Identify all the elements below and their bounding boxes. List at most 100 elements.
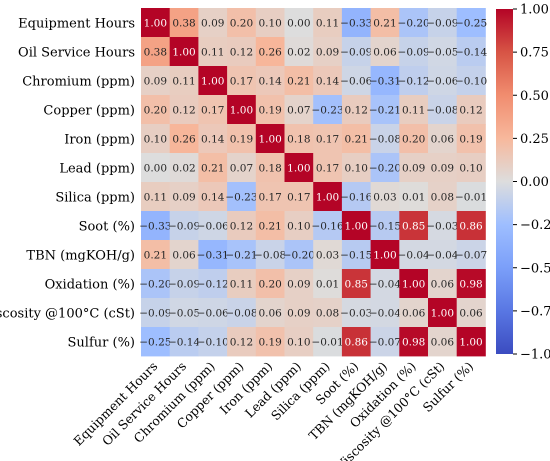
colorbar-tick-label: 0.75 — [520, 46, 549, 61]
heatmap-cell — [227, 211, 257, 241]
cell-value-label: −0.25 — [139, 337, 171, 349]
cell-value-label: 0.14 — [316, 76, 340, 88]
heatmap-cell — [255, 327, 285, 357]
y-tick-label: Soot (%) — [79, 220, 135, 235]
heatmap-cell — [313, 66, 343, 96]
heatmap-cell — [313, 327, 343, 357]
cell-value-label: 0.10 — [258, 18, 281, 30]
heatmap-cell — [341, 153, 371, 183]
heatmap-cell — [255, 240, 285, 270]
colorbar-tick-label: 0.25 — [520, 132, 549, 147]
heatmap-cell — [399, 327, 429, 357]
cell-value-label: −0.09 — [168, 279, 200, 291]
cell-value-label: 0.00 — [287, 18, 310, 30]
cell-value-label: −0.03 — [340, 308, 372, 320]
heatmap-cell — [313, 37, 343, 67]
y-tick-label: Viscosity @100°C (cSt) — [0, 307, 135, 322]
cell-value-label: −0.14 — [455, 47, 487, 59]
heatmap-cell — [169, 240, 199, 270]
cell-value-label: −0.20 — [139, 279, 171, 291]
heatmap-cell — [227, 37, 257, 67]
cell-value-label: −0.12 — [197, 279, 229, 291]
colorbar-gradient — [496, 9, 513, 354]
heatmap-cell — [284, 124, 314, 154]
heatmap-cell — [169, 153, 199, 183]
heatmap-cell — [198, 211, 228, 241]
heatmap-cell — [456, 37, 486, 67]
heatmap-cell — [227, 298, 257, 328]
heatmap-cell — [255, 298, 285, 328]
colorbar-tick-label: 0.50 — [520, 89, 549, 104]
cell-value-label: 0.06 — [431, 134, 455, 146]
cell-value-label: −0.09 — [426, 18, 458, 30]
cell-value-label: 1.00 — [373, 250, 396, 262]
cell-value-label: 0.09 — [287, 308, 310, 320]
heatmap-cell — [141, 37, 171, 67]
y-tick-label: Oxidation (%) — [45, 278, 135, 293]
cell-value-label: 0.03 — [316, 250, 339, 262]
heatmap-cell — [227, 182, 257, 212]
heatmap-cell — [313, 269, 343, 299]
cell-value-label: −0.09 — [398, 47, 430, 59]
cell-value-label: −0.15 — [369, 221, 401, 233]
heatmap-cell — [141, 95, 171, 125]
heatmap-cell — [255, 269, 285, 299]
heatmap-cell — [428, 153, 458, 183]
cell-value-label: 0.17 — [316, 134, 339, 146]
y-tick-label: TBN (mgKOH/g) — [26, 249, 135, 264]
cell-value-label: −0.07 — [455, 250, 487, 262]
heatmap-cell — [456, 124, 486, 154]
heatmap-cell — [399, 153, 429, 183]
cell-value-label: −0.04 — [426, 250, 458, 262]
heatmap-cell — [313, 240, 343, 270]
cell-value-label: 0.18 — [258, 163, 281, 175]
cell-value-label: −0.04 — [369, 279, 401, 291]
heatmap-cell — [370, 95, 400, 125]
cell-value-label: 0.00 — [144, 163, 167, 175]
cell-value-label: −0.20 — [283, 250, 315, 262]
cell-value-label: 0.11 — [230, 279, 253, 291]
cell-value-label: −0.23 — [225, 192, 257, 204]
cell-value-label: 0.19 — [258, 105, 281, 117]
cell-value-label: −0.20 — [398, 18, 430, 30]
heatmap-cell — [370, 182, 400, 212]
heatmap-cell — [341, 182, 371, 212]
heatmap-cell — [284, 327, 314, 357]
cell-value-label: 0.10 — [345, 163, 368, 175]
cell-value-label: 0.11 — [402, 105, 425, 117]
cell-value-label: 0.06 — [459, 308, 483, 320]
heatmap-cell — [255, 211, 285, 241]
heatmap-cell — [169, 66, 199, 96]
cell-value-label: 0.20 — [258, 279, 281, 291]
cell-value-label: 0.26 — [258, 47, 282, 59]
heatmap-cell — [255, 153, 285, 183]
heatmap-cell — [169, 37, 199, 67]
cell-value-label: 0.02 — [172, 163, 195, 175]
heatmap-cell — [227, 153, 257, 183]
heatmap-cell — [141, 153, 171, 183]
heatmap-cell — [341, 327, 371, 357]
cell-value-label: 0.12 — [230, 337, 253, 349]
heatmap-cell — [169, 269, 199, 299]
heatmap-cell — [399, 66, 429, 96]
heatmap-cell — [141, 298, 171, 328]
cell-value-label: 0.17 — [201, 105, 224, 117]
heatmap-cell — [370, 327, 400, 357]
cell-value-label: 0.09 — [201, 18, 224, 30]
cell-value-label: 0.17 — [230, 76, 253, 88]
heatmap-cell — [284, 153, 314, 183]
heatmap-cell — [255, 182, 285, 212]
cell-value-label: 0.20 — [402, 134, 425, 146]
cell-value-label: 0.08 — [431, 192, 454, 204]
heatmap-cell — [227, 327, 257, 357]
cell-value-label: −0.33 — [340, 18, 372, 30]
heatmap-cell — [141, 182, 171, 212]
cell-value-label: 0.09 — [402, 163, 425, 175]
cell-value-label: −0.10 — [455, 76, 487, 88]
cell-value-label: 1.00 — [345, 221, 368, 233]
heatmap-cell — [141, 327, 171, 357]
heatmap-cell — [198, 240, 228, 270]
heatmap-cell — [428, 8, 458, 38]
colorbar-tick-label: 1.00 — [520, 3, 549, 18]
